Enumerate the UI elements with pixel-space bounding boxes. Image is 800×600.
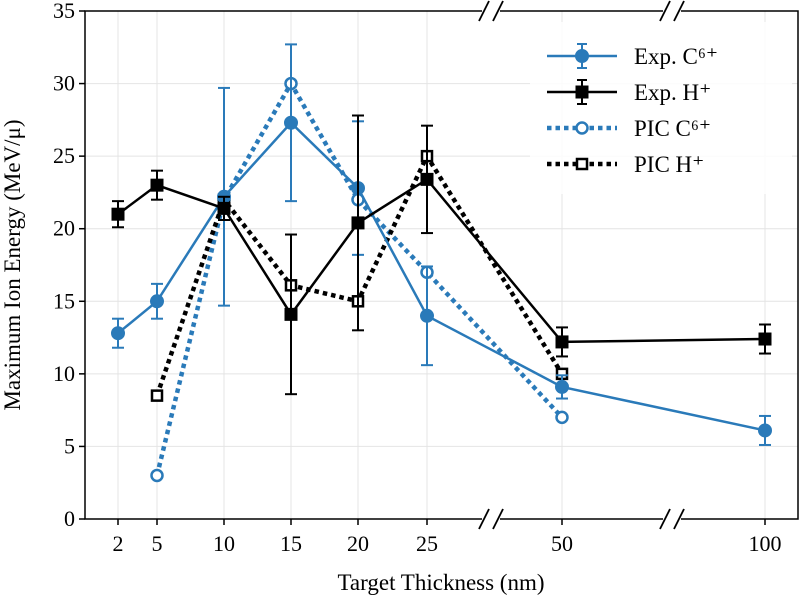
y-tick-label: 25 <box>53 143 75 168</box>
legend-label: PIC C⁶⁺ <box>634 116 711 141</box>
axis-break-mark <box>478 507 504 531</box>
series-line <box>117 177 766 344</box>
x-tick-label: 25 <box>416 531 438 556</box>
y-tick-label: 5 <box>64 433 75 458</box>
data-point <box>420 308 434 323</box>
series-line <box>154 79 564 476</box>
y-tick-label: 35 <box>53 0 75 23</box>
x-axis-label: Target Thickness (nm) <box>337 570 544 595</box>
legend-box <box>530 22 792 194</box>
data-point <box>555 410 569 425</box>
x-tick-label: 20 <box>347 531 369 556</box>
legend-item: Exp. C⁶⁺ <box>547 43 718 69</box>
data-point <box>150 389 164 402</box>
axis-break-layer <box>478 0 685 531</box>
x-tick-label: 15 <box>280 531 302 556</box>
axis-break-mark <box>659 0 685 23</box>
data-point <box>111 326 125 341</box>
data-point <box>555 379 569 394</box>
legend-label: Exp. C⁶⁺ <box>634 44 718 69</box>
legend-label: Exp. H⁺ <box>634 80 711 105</box>
y-tick-label: 20 <box>53 216 75 241</box>
legend-marker <box>575 121 589 135</box>
data-point <box>420 172 434 186</box>
data-point <box>351 216 365 230</box>
x-tick-label: 50 <box>551 531 573 556</box>
plot-frame <box>84 10 799 520</box>
data-point <box>555 335 569 349</box>
legend: Exp. C⁶⁺ Exp. H⁺ PIC C⁶⁺ PIC H⁺ <box>530 22 792 194</box>
data-point <box>150 468 164 483</box>
data-point <box>284 115 298 130</box>
legend-label: PIC H⁺ <box>634 152 704 177</box>
series-layer <box>111 43 772 483</box>
data-point <box>111 207 125 221</box>
series-line <box>154 151 564 397</box>
legend-marker <box>575 49 589 63</box>
axis-break-mark <box>659 507 685 531</box>
data-point <box>150 294 164 309</box>
legend-item: PIC H⁺ <box>547 152 704 177</box>
series-line <box>117 120 766 432</box>
y-tick-label: 0 <box>64 506 75 531</box>
data-point <box>758 423 772 438</box>
y-tick-label: 10 <box>53 361 75 386</box>
data-point <box>758 332 772 346</box>
y-tick-label: 30 <box>53 71 75 96</box>
y-tick-label: 15 <box>53 288 75 313</box>
legend-marker <box>575 85 589 99</box>
data-point <box>150 178 164 192</box>
axis-break-mark <box>478 0 504 23</box>
legend-marker <box>575 157 589 171</box>
x-tick-label: 10 <box>213 531 235 556</box>
series-exp-h <box>111 114 772 396</box>
legend-item: Exp. H⁺ <box>547 79 711 105</box>
x-tick-label: 100 <box>749 531 782 556</box>
data-point <box>284 307 298 321</box>
x-tick-label: 2 <box>113 531 124 556</box>
x-tick-label: 5 <box>152 531 163 556</box>
data-point <box>217 201 231 215</box>
y-axis-label: Maximum Ion Energy (MeV/μ) <box>0 119 25 410</box>
legend-item: PIC C⁶⁺ <box>547 116 711 141</box>
